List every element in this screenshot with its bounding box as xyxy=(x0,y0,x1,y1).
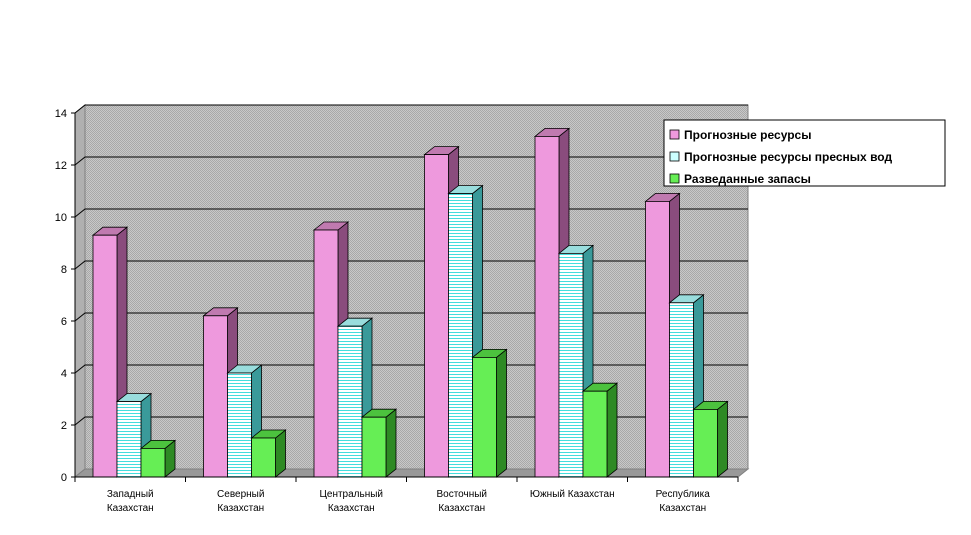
gridline xyxy=(74,208,748,218)
bar xyxy=(360,408,398,478)
gridlines xyxy=(74,104,748,426)
gridline xyxy=(74,416,748,426)
legend: Прогнозные ресурсы Прогнозные ресурсы пре… xyxy=(663,119,946,187)
bar-front xyxy=(472,356,497,478)
bars xyxy=(91,127,729,478)
bar-front xyxy=(693,408,718,478)
gridline xyxy=(74,260,748,270)
bar-front xyxy=(582,390,608,478)
bar-front xyxy=(251,437,276,478)
bar-front xyxy=(645,200,670,478)
x-tick-label: Южный Казахстан xyxy=(530,489,615,500)
y-tick-label: 8 xyxy=(61,264,67,276)
plot-wall xyxy=(73,103,750,479)
bar-front xyxy=(116,401,142,478)
gridline xyxy=(74,364,748,374)
y-tick-label: 6 xyxy=(61,316,67,328)
bar xyxy=(471,348,508,478)
x-tick-label: Центральный Казахстан xyxy=(319,489,383,514)
y-tick-label: 10 xyxy=(55,212,67,224)
x-tick-label: Восточный Казахстан xyxy=(436,489,487,514)
y-tick-label: 12 xyxy=(55,160,67,172)
bar-side xyxy=(717,400,728,478)
bar-front xyxy=(227,372,252,478)
bar xyxy=(139,439,177,478)
legend-label: Разведанные запасы xyxy=(684,172,811,186)
x-tick-label: Северный Казахстан xyxy=(217,489,264,514)
gridline xyxy=(74,156,748,166)
bar-side xyxy=(385,408,397,478)
y-tick-label: 2 xyxy=(61,420,67,432)
bar-front xyxy=(361,416,387,478)
legend-swatch xyxy=(669,173,680,184)
gridline xyxy=(74,312,748,322)
y-axis: 0 2 4 6 8 10 12 14 xyxy=(55,108,76,484)
legend-label: Прогнозные ресурсы пресных вод xyxy=(684,150,892,164)
x-tick-label: Западный Казахстан xyxy=(107,489,154,514)
legend-swatch xyxy=(669,151,680,162)
bar-front xyxy=(448,193,473,478)
bar-side xyxy=(496,348,507,478)
legend-label: Прогнозные ресурсы xyxy=(684,128,811,142)
bar-front xyxy=(203,315,228,478)
bar xyxy=(692,400,729,478)
gridline xyxy=(74,104,748,114)
bar-side xyxy=(606,382,618,478)
bar-front xyxy=(534,135,560,478)
legend-swatch xyxy=(669,129,680,140)
bar-front xyxy=(558,252,584,478)
y-tick-label: 4 xyxy=(61,368,67,380)
plot-back-wall xyxy=(84,104,749,470)
x-tick-label: Республика Казахстан xyxy=(656,488,711,514)
bar-front xyxy=(140,447,166,478)
y-tick-label: 0 xyxy=(61,472,67,484)
bar-front xyxy=(424,154,449,478)
bar-front xyxy=(337,325,363,478)
y-tick-label: 14 xyxy=(55,108,67,120)
bar-front xyxy=(313,229,339,478)
x-axis: Западный Казахстан Северный Казахстан Центра… xyxy=(74,476,739,514)
bar-front xyxy=(669,302,694,478)
legend-box xyxy=(663,119,946,187)
bar-front xyxy=(92,234,118,478)
bar xyxy=(581,382,619,478)
bar xyxy=(250,429,287,478)
